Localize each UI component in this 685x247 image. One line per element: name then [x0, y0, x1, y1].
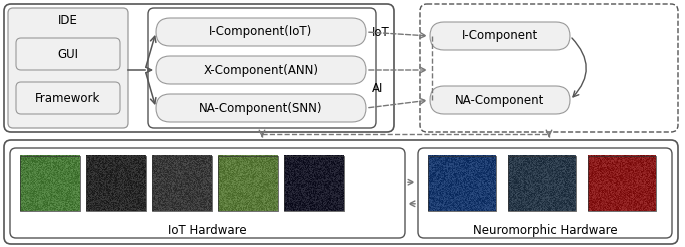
- Bar: [428, 156, 496, 211]
- FancyBboxPatch shape: [16, 38, 120, 70]
- Bar: [86, 156, 146, 211]
- FancyBboxPatch shape: [16, 82, 120, 114]
- Text: AI: AI: [372, 82, 384, 95]
- Text: Neuromorphic Hardware: Neuromorphic Hardware: [473, 224, 617, 236]
- FancyBboxPatch shape: [430, 86, 570, 114]
- Bar: [284, 156, 344, 211]
- FancyBboxPatch shape: [4, 140, 678, 244]
- FancyBboxPatch shape: [420, 4, 678, 132]
- FancyBboxPatch shape: [4, 4, 394, 132]
- FancyBboxPatch shape: [156, 18, 366, 46]
- Text: NA-Component(SNN): NA-Component(SNN): [199, 102, 323, 115]
- FancyBboxPatch shape: [148, 8, 376, 128]
- Bar: [218, 156, 278, 211]
- Text: Framework: Framework: [36, 91, 101, 104]
- Bar: [588, 156, 656, 211]
- Text: NA-Component: NA-Component: [456, 94, 545, 106]
- Text: IDE: IDE: [58, 14, 78, 26]
- Text: GUI: GUI: [58, 47, 79, 61]
- Bar: [152, 156, 212, 211]
- FancyBboxPatch shape: [8, 8, 128, 128]
- FancyArrowPatch shape: [572, 38, 586, 97]
- Text: IoT Hardware: IoT Hardware: [169, 224, 247, 236]
- FancyBboxPatch shape: [430, 22, 570, 50]
- FancyBboxPatch shape: [418, 148, 672, 238]
- Text: X-Component(ANN): X-Component(ANN): [203, 63, 319, 77]
- Bar: [508, 156, 576, 211]
- Bar: [20, 156, 80, 211]
- Text: IoT: IoT: [372, 25, 390, 39]
- FancyBboxPatch shape: [10, 148, 405, 238]
- Text: I-Component(IoT): I-Component(IoT): [210, 25, 312, 39]
- Text: I-Component: I-Component: [462, 29, 538, 42]
- FancyBboxPatch shape: [156, 56, 366, 84]
- FancyBboxPatch shape: [156, 94, 366, 122]
